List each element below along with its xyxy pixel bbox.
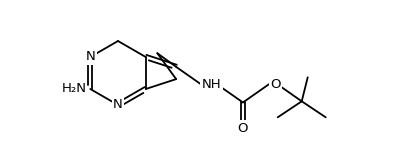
Text: N: N: [85, 50, 95, 63]
Text: O: O: [238, 122, 248, 135]
Text: NH: NH: [202, 78, 222, 91]
Text: O: O: [270, 78, 281, 91]
Text: H₂N: H₂N: [61, 82, 86, 95]
Text: N: N: [113, 99, 123, 112]
